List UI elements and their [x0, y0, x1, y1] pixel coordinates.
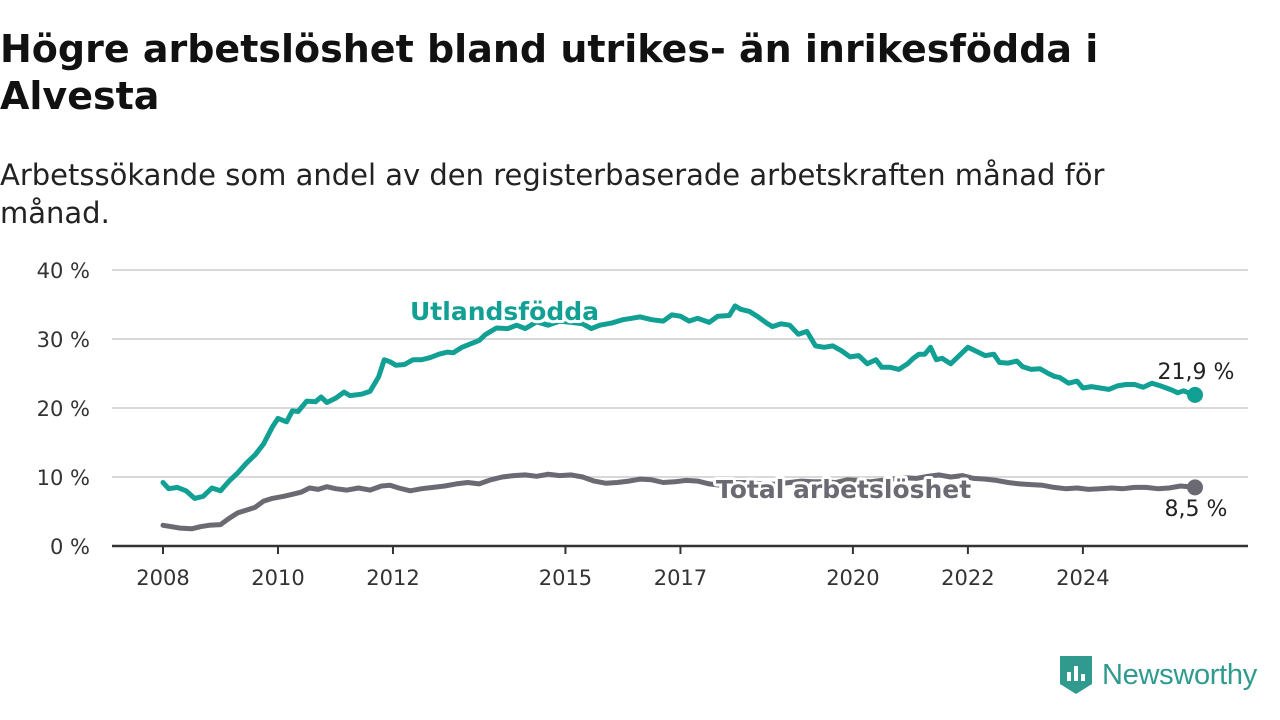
- chart-subtitle: Arbetssökande som andel av den registerb…: [0, 158, 1105, 230]
- series-end-marker: [1187, 386, 1203, 403]
- x-tick-label: 2012: [366, 566, 419, 590]
- brand-name: Newsworthy: [1102, 658, 1257, 691]
- x-tick-label: 2024: [1056, 566, 1109, 590]
- series-label-total: Total arbetslöshet: [716, 475, 971, 504]
- x-tick-label: 2015: [539, 566, 592, 590]
- newsworthy-logo-icon: [1060, 656, 1092, 694]
- x-axis-ticks: 2008 2010 2012 2015 2017 2020 2022 2024: [136, 546, 1110, 590]
- series-end-marker: [1187, 479, 1203, 496]
- x-tick-label: 2008: [136, 566, 189, 590]
- y-axis-ticks: 0 % 10 % 20 % 30 % 40 %: [37, 259, 90, 559]
- y-tick-label: 30 %: [37, 328, 90, 352]
- series-label-utlandsfodda: Utlandsfödda: [410, 297, 599, 326]
- chart-title: Högre arbetslöshet bland utrikes- än inr…: [0, 27, 1099, 118]
- x-tick-label: 2010: [251, 566, 304, 590]
- end-label-total: 8,5 %: [1165, 497, 1228, 522]
- series-lines: [160, 303, 1203, 532]
- series-labels: Utlandsfödda Total arbetslöshet 21,9 % 8,5 …: [407, 294, 1235, 522]
- y-tick-label: 10 %: [37, 466, 90, 490]
- newsworthy-logo[interactable]: Newsworthy: [1058, 654, 1257, 696]
- series-line-total: [160, 471, 1198, 532]
- series-line-utlandsfodda: [160, 303, 1198, 501]
- gridlines: [112, 269, 1248, 548]
- y-tick-label: 20 %: [37, 397, 90, 421]
- y-tick-label: 40 %: [37, 259, 90, 283]
- x-tick-label: 2017: [654, 566, 707, 590]
- end-label-utlandsfodda: 21,9 %: [1158, 360, 1235, 385]
- y-tick-label: 0 %: [50, 535, 90, 559]
- x-tick-label: 2022: [941, 566, 994, 590]
- line-chart: 0 % 10 % 20 % 30 % 40 % 2008 2010 2012 2015 2017…: [37, 259, 1248, 590]
- x-tick-label: 2020: [826, 566, 879, 590]
